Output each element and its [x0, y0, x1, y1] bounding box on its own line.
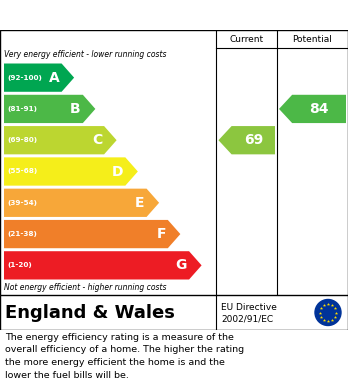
Text: E: E [135, 196, 144, 210]
Text: A: A [49, 71, 60, 84]
Text: Current: Current [230, 34, 264, 43]
Text: 69: 69 [244, 133, 263, 147]
Polygon shape [4, 63, 74, 92]
Text: (92-100): (92-100) [7, 75, 42, 81]
Text: B: B [70, 102, 81, 116]
Polygon shape [219, 126, 275, 154]
Polygon shape [4, 95, 95, 123]
Text: (69-80): (69-80) [7, 137, 37, 143]
Text: England & Wales: England & Wales [5, 303, 175, 321]
Text: Not energy efficient - higher running costs: Not energy efficient - higher running co… [4, 283, 166, 292]
Polygon shape [4, 157, 138, 186]
Circle shape [315, 300, 341, 325]
Text: (39-54): (39-54) [7, 200, 37, 206]
Text: 84: 84 [309, 102, 329, 116]
Text: G: G [176, 258, 187, 273]
Text: C: C [92, 133, 102, 147]
Text: Energy Efficiency Rating: Energy Efficiency Rating [10, 7, 220, 23]
Polygon shape [4, 188, 159, 217]
Text: D: D [112, 165, 123, 179]
Text: 2002/91/EC: 2002/91/EC [221, 315, 274, 324]
Text: The energy efficiency rating is a measure of the
overall efficiency of a home. T: The energy efficiency rating is a measur… [5, 333, 244, 380]
Text: (81-91): (81-91) [7, 106, 37, 112]
Polygon shape [4, 251, 201, 280]
Polygon shape [279, 95, 346, 123]
Text: Very energy efficient - lower running costs: Very energy efficient - lower running co… [4, 50, 166, 59]
Text: (21-38): (21-38) [7, 231, 37, 237]
Text: (1-20): (1-20) [7, 262, 32, 268]
Text: (55-68): (55-68) [7, 169, 37, 174]
Polygon shape [4, 220, 180, 248]
Text: F: F [156, 227, 166, 241]
Text: EU Directive: EU Directive [221, 303, 277, 312]
Polygon shape [4, 126, 117, 154]
Text: Potential: Potential [293, 34, 332, 43]
